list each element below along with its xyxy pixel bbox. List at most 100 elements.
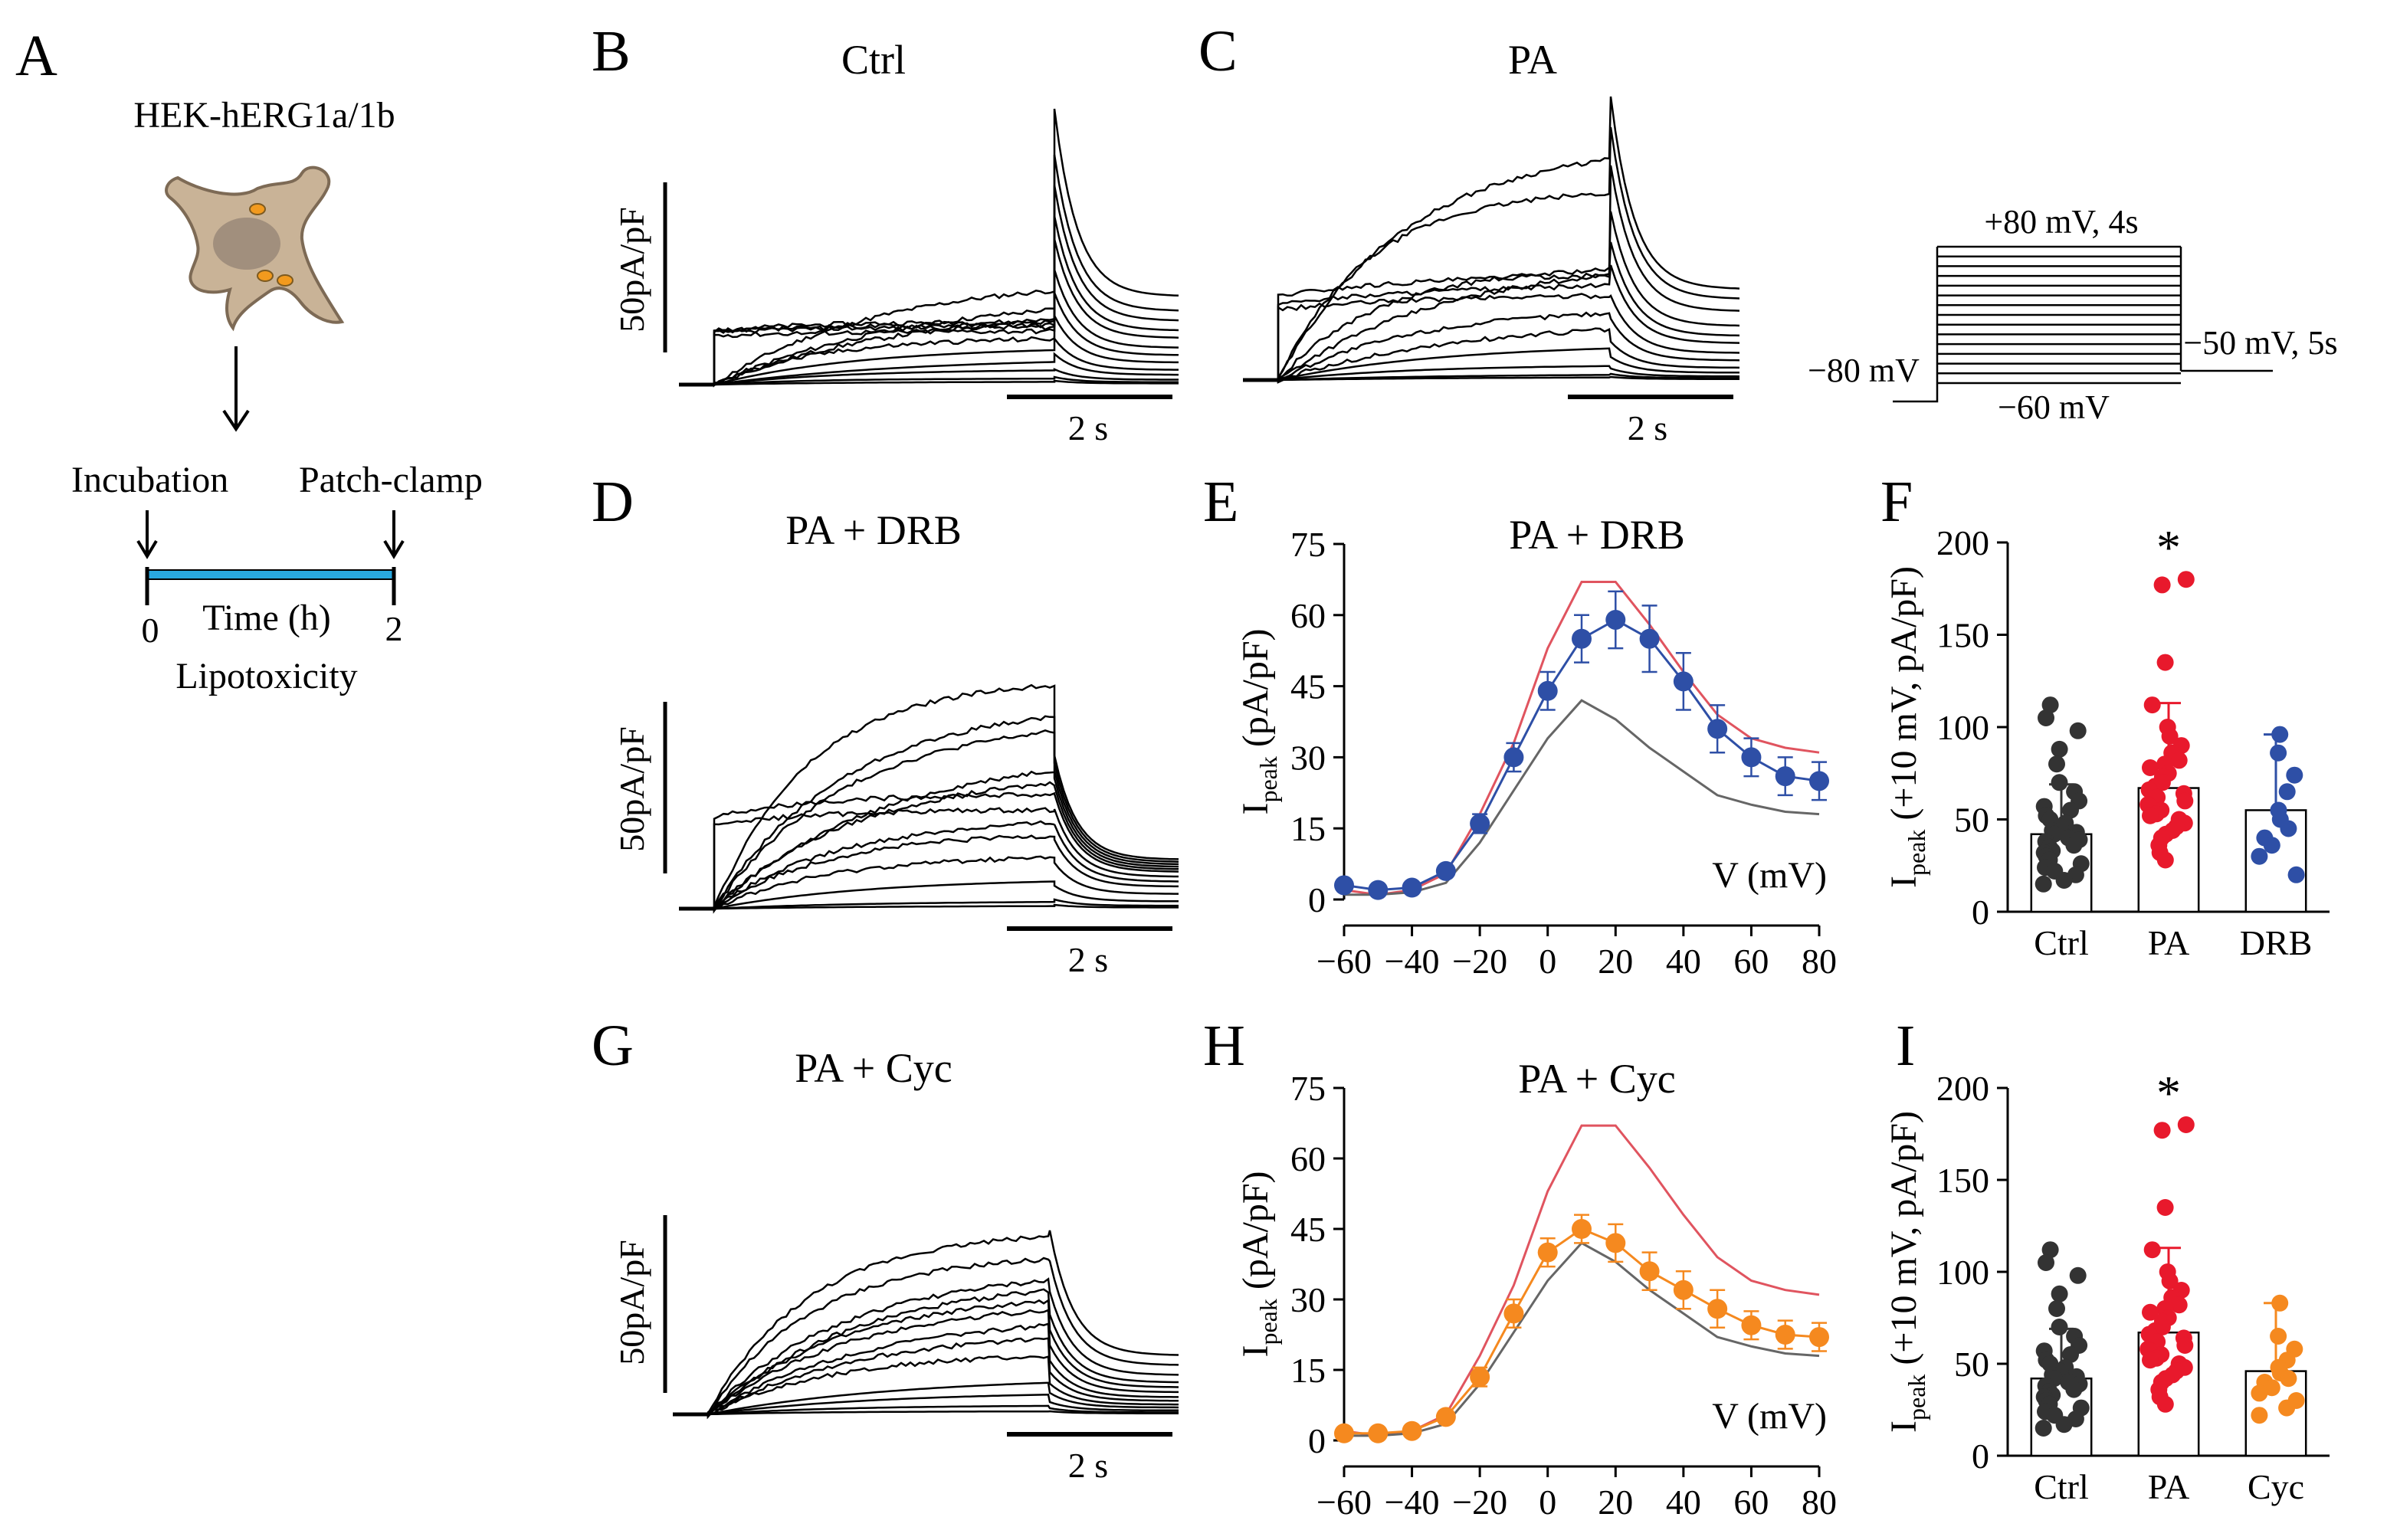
protocol-steps <box>1893 245 2273 403</box>
data-point <box>2287 866 2305 883</box>
panel-letter-G: G <box>592 1014 634 1078</box>
current-trace <box>707 1394 1179 1416</box>
data-point <box>2142 1303 2159 1321</box>
data-point <box>2263 837 2280 854</box>
incubation-label: Incubation <box>71 460 228 500</box>
data-point <box>1741 1315 1762 1335</box>
current-trace <box>707 1337 1179 1415</box>
current-trace <box>1277 96 1740 380</box>
current-trace <box>707 1322 1179 1414</box>
current-trace <box>713 729 1179 909</box>
panel-G: PA + Cyc 50pA/pF 2 s <box>612 1045 1179 1485</box>
data-point <box>2263 1379 2280 1397</box>
y-tick-label: 60 <box>1290 596 1326 635</box>
category-label: Cyc <box>2248 1467 2304 1506</box>
data-point <box>1572 628 1592 649</box>
patch-arrow-icon <box>383 510 405 559</box>
current-trace <box>1277 241 1740 380</box>
x-tick-label: −40 <box>1385 942 1440 981</box>
current-trace <box>1277 347 1739 382</box>
y-tick-label: 0 <box>1972 1437 1989 1476</box>
data-point <box>1639 628 1660 649</box>
timeline-end-label: 2 <box>385 609 403 648</box>
panel-G-current-scale-label: 50pA/pF <box>612 1240 651 1365</box>
significance-marker: * <box>2156 1066 2181 1120</box>
y-tick-label: 150 <box>1936 1161 1989 1200</box>
x-tick-label: 20 <box>1598 942 1633 981</box>
x-tick-label: 20 <box>1598 1483 1633 1522</box>
protocol-holding-line <box>1893 247 1939 403</box>
current-trace <box>707 1355 1179 1415</box>
current-trace <box>707 1381 1179 1416</box>
data-point <box>1435 1407 1456 1427</box>
current-trace <box>713 368 1179 386</box>
y-tick-label: 50 <box>1954 1345 1989 1384</box>
data-point <box>2142 759 2159 776</box>
current-trace <box>707 1309 1179 1414</box>
current-trace <box>1277 375 1739 382</box>
current-trace <box>1277 365 1740 382</box>
data-point <box>2055 1416 2073 1434</box>
nucleus-drawing <box>213 218 280 270</box>
current-trace <box>707 1298 1179 1418</box>
protocol-low-label: −60 mV <box>1998 388 2110 426</box>
y-axis-label: Ipeak (pA/pF) <box>1235 1171 1282 1357</box>
current-trace <box>707 1230 1179 1414</box>
data-point <box>2251 1407 2268 1424</box>
y-tick-label: 200 <box>1936 1069 1989 1108</box>
significance-marker: * <box>2156 520 2181 575</box>
data-point <box>1673 671 1694 692</box>
data-point <box>1809 771 1829 791</box>
data-point <box>2177 1116 2195 1133</box>
data-point <box>2041 696 2059 714</box>
data-point <box>2270 744 2287 762</box>
current-trace <box>713 791 1179 909</box>
panel-G-title: PA + Cyc <box>795 1045 953 1091</box>
data-point <box>2051 774 2068 791</box>
current-trace <box>713 683 1179 909</box>
current-trace <box>713 903 1179 910</box>
series-line-pa <box>1343 581 1820 896</box>
data-point <box>2280 1370 2297 1388</box>
data-point <box>2170 752 2188 769</box>
y-tick-label: 0 <box>1308 1421 1326 1460</box>
data-point <box>1775 1325 1795 1345</box>
current-trace <box>713 108 1179 385</box>
current-trace <box>713 379 1179 386</box>
y-tick-label: 150 <box>1936 616 1989 655</box>
current-trace <box>1277 372 1739 382</box>
current-trace <box>713 352 1179 386</box>
x-tick-label: −20 <box>1452 1483 1507 1522</box>
panel-letter-D: D <box>592 470 634 534</box>
data-point <box>2280 820 2297 837</box>
data-point <box>2161 1273 2179 1289</box>
y-axis-label: Ipeak (pA/pF) <box>1235 628 1282 814</box>
cell-line-label: HEK-hERG1a/1b <box>133 95 395 136</box>
current-trace <box>713 770 1179 913</box>
vesicle-drawing <box>257 270 274 282</box>
y-tick-label: 15 <box>1290 809 1326 848</box>
y-tick-label: 60 <box>1290 1139 1326 1178</box>
data-point <box>2251 1384 2268 1402</box>
panel-B-time-scale-label: 2 s <box>1068 408 1108 447</box>
voltage-protocol: +80 mV, 4s −80 mV −60 mV −50 mV, 5s <box>1808 203 2338 426</box>
timeline-bar <box>146 569 395 580</box>
current-trace <box>1277 264 1740 380</box>
data-point <box>1435 860 1456 881</box>
current-trace <box>713 820 1179 914</box>
data-point <box>2051 1319 2068 1335</box>
panel-D-traces <box>679 683 1179 914</box>
data-point <box>1368 1423 1389 1443</box>
data-point <box>1470 814 1490 834</box>
data-point <box>2041 1241 2059 1259</box>
data-point <box>2055 872 2073 889</box>
panel-G-time-scale-label: 2 s <box>1068 1446 1108 1485</box>
data-point <box>2176 792 2194 810</box>
series-line-ctrl <box>1344 699 1820 896</box>
x-tick-label: 60 <box>1733 1483 1769 1522</box>
current-trace <box>713 315 1179 388</box>
data-point <box>2051 1285 2068 1302</box>
incubation-arrow-icon <box>136 510 158 559</box>
protocol-hold-label: −80 mV <box>1808 352 1920 389</box>
